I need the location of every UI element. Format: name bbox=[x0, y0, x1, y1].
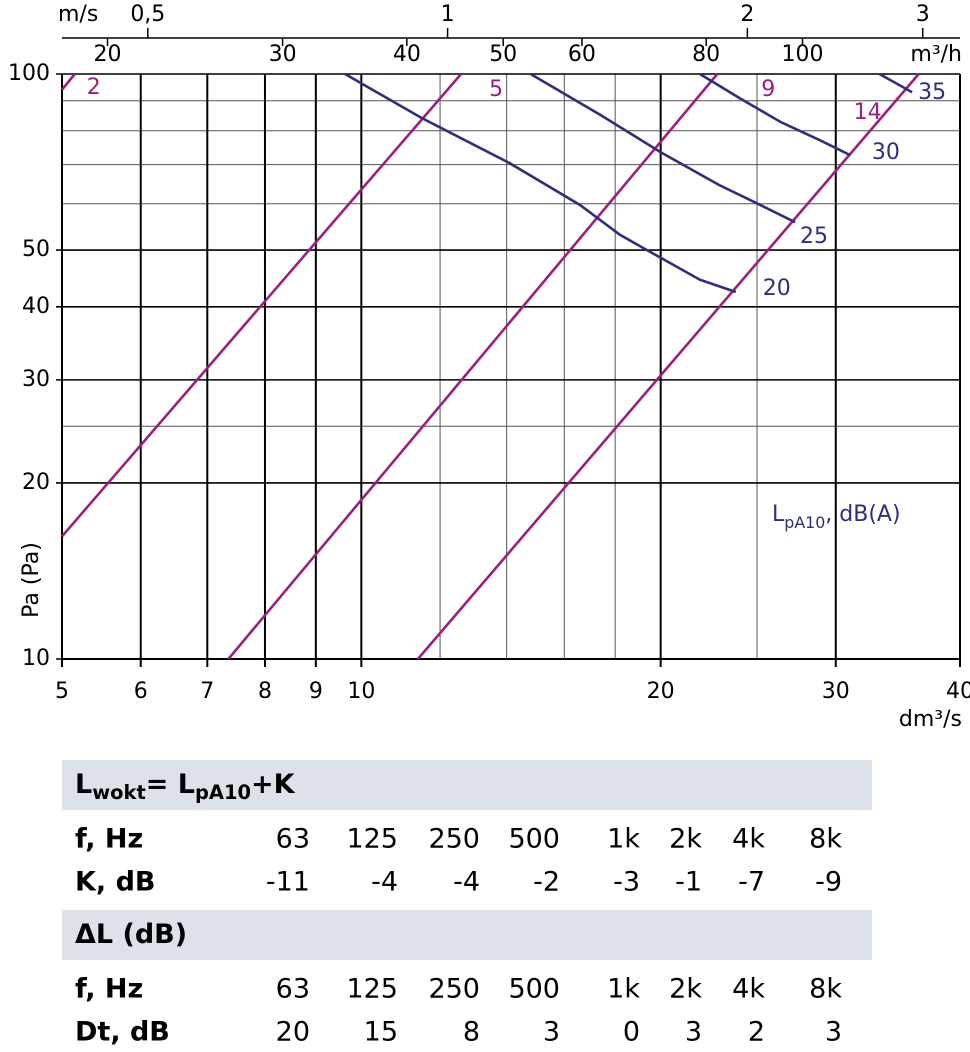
table-cell: 250 bbox=[428, 824, 480, 855]
table-cell: 8 bbox=[463, 1017, 480, 1048]
table-band bbox=[62, 760, 872, 810]
table-cell: 2 bbox=[748, 1017, 765, 1048]
top-tick-label: 50 bbox=[489, 42, 517, 67]
row-header: Dt, dB bbox=[75, 1017, 170, 1048]
text-segment: L bbox=[75, 769, 92, 800]
table-cell: 250 bbox=[428, 974, 480, 1005]
y-tick-label: 50 bbox=[22, 237, 50, 262]
table-cell: 125 bbox=[346, 824, 398, 855]
text-segment: wokt bbox=[92, 781, 146, 804]
top-tick-label: 1 bbox=[441, 2, 455, 27]
table-cell: 63 bbox=[276, 974, 310, 1005]
series-label: 5 bbox=[489, 77, 503, 102]
table-cell: 15 bbox=[364, 1017, 398, 1048]
x-tick-label: 10 bbox=[347, 679, 375, 704]
table-cell: -4 bbox=[371, 867, 398, 898]
x-tick-label: 6 bbox=[134, 679, 148, 704]
text-segment: pA10 bbox=[784, 513, 825, 532]
line bbox=[416, 73, 920, 660]
y-tick-label: 20 bbox=[22, 470, 50, 495]
x-tick-label: 30 bbox=[822, 679, 850, 704]
top-tick-label: 3 bbox=[916, 2, 930, 27]
top-tick-label: 30 bbox=[269, 42, 297, 67]
table-cell: 63 bbox=[276, 824, 310, 855]
table-cell: 500 bbox=[508, 974, 560, 1005]
series-label: 30 bbox=[872, 140, 900, 165]
table-cell: -4 bbox=[453, 867, 480, 898]
text-segment: = L bbox=[146, 769, 195, 800]
series-label: 20 bbox=[763, 276, 791, 301]
series-label: 14 bbox=[854, 100, 882, 125]
table-cell: 8k bbox=[809, 974, 842, 1005]
annotation: LpA10, dB(A) bbox=[772, 502, 901, 532]
row-header: f, Hz bbox=[75, 974, 143, 1005]
top-tick-label: 60 bbox=[568, 42, 596, 67]
x-tick-label: 8 bbox=[258, 679, 272, 704]
line bbox=[227, 73, 719, 660]
y-tick-label: 30 bbox=[22, 367, 50, 392]
table-cell: 4k bbox=[732, 974, 765, 1005]
series-label: 35 bbox=[918, 80, 946, 105]
series-label: 2 bbox=[87, 75, 101, 100]
text-segment: pA10 bbox=[195, 781, 251, 804]
table-title: ΔL (dB) bbox=[75, 919, 187, 950]
table-cell: 4k bbox=[732, 824, 765, 855]
table-cell: 2k bbox=[669, 824, 702, 855]
table-title: Lwokt= LpA10+K bbox=[75, 769, 296, 804]
table-cell: 3 bbox=[543, 1017, 560, 1048]
x-axis-title: dm³/s bbox=[899, 707, 962, 732]
x-tick-label: 40 bbox=[946, 679, 970, 704]
table-cell: -7 bbox=[738, 867, 765, 898]
text-segment: L bbox=[772, 502, 785, 527]
series-label: 25 bbox=[800, 224, 828, 249]
line bbox=[878, 72, 913, 94]
line bbox=[699, 72, 851, 157]
table-cell: 20 bbox=[276, 1017, 310, 1048]
series-label: 9 bbox=[761, 77, 775, 102]
x-tick-label: 20 bbox=[647, 679, 675, 704]
line bbox=[529, 72, 796, 224]
table-cell: 1k bbox=[607, 974, 640, 1005]
table-cell: 500 bbox=[508, 824, 560, 855]
table-cell: -9 bbox=[815, 867, 842, 898]
top-tick-label: 40 bbox=[393, 42, 421, 67]
row-header: f, Hz bbox=[75, 824, 143, 855]
top-tick-label: 0,5 bbox=[130, 2, 165, 27]
x-tick-label: 9 bbox=[309, 679, 323, 704]
top-tick-label: 2 bbox=[740, 2, 754, 27]
table-cell: 3 bbox=[685, 1017, 702, 1048]
top-tick-label: 100 bbox=[782, 42, 824, 67]
line bbox=[61, 73, 463, 538]
text-segment: +K bbox=[251, 769, 296, 800]
y-axis-title: Pa (Pa) bbox=[19, 542, 44, 618]
table-cell: -2 bbox=[533, 867, 560, 898]
x-tick-label: 5 bbox=[55, 679, 69, 704]
x-tick-label: 7 bbox=[200, 679, 214, 704]
y-tick-label: 40 bbox=[22, 294, 50, 319]
line bbox=[344, 72, 737, 294]
table-cell: -1 bbox=[675, 867, 702, 898]
table-cell: 3 bbox=[825, 1017, 842, 1048]
y-tick-label: 100 bbox=[8, 61, 50, 86]
row-header: K, dB bbox=[75, 867, 156, 898]
table-cell: 1k bbox=[607, 824, 640, 855]
top-axis-title: m³/h bbox=[910, 42, 962, 67]
top-tick-label: 20 bbox=[93, 42, 121, 67]
y-tick-label: 10 bbox=[22, 646, 50, 671]
table-cell: 8k bbox=[809, 824, 842, 855]
top-axis-title: m/s bbox=[58, 2, 98, 27]
text-segment: , dB(A) bbox=[825, 502, 900, 527]
table-cell: -3 bbox=[613, 867, 640, 898]
top-tick-label: 80 bbox=[692, 42, 720, 67]
table-cell: -11 bbox=[266, 867, 310, 898]
table-cell: 2k bbox=[669, 974, 702, 1005]
text-segment: ΔL (dB) bbox=[75, 919, 187, 950]
table-band bbox=[62, 910, 872, 960]
table-cell: 0 bbox=[623, 1017, 640, 1048]
line bbox=[60, 73, 76, 91]
table-cell: 125 bbox=[346, 974, 398, 1005]
